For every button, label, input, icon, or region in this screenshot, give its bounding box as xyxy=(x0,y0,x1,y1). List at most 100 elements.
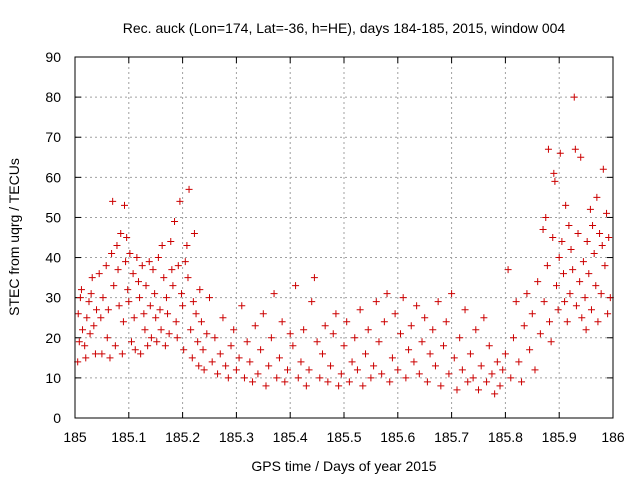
data-point xyxy=(130,314,138,322)
data-point xyxy=(292,282,300,290)
data-point xyxy=(523,290,531,298)
data-point xyxy=(281,378,289,386)
x-tick-label: 185.3 xyxy=(219,429,254,445)
data-point xyxy=(594,318,602,326)
data-point xyxy=(553,282,561,290)
data-point xyxy=(151,290,159,298)
data-point xyxy=(477,362,485,370)
data-point xyxy=(126,250,134,258)
data-point xyxy=(238,302,246,310)
y-tick-label: 90 xyxy=(45,49,61,65)
data-point xyxy=(199,346,207,354)
data-point xyxy=(194,338,202,346)
data-point xyxy=(418,338,426,346)
x-tick-label: 185.8 xyxy=(488,429,523,445)
data-point xyxy=(453,386,461,394)
data-point xyxy=(546,318,554,326)
data-point xyxy=(192,310,200,318)
data-point xyxy=(267,334,275,342)
data-point xyxy=(402,374,410,382)
data-point xyxy=(99,294,107,302)
data-point xyxy=(300,326,308,334)
data-point xyxy=(86,330,94,338)
data-point xyxy=(203,330,211,338)
data-point xyxy=(562,201,570,209)
data-point xyxy=(262,382,270,390)
data-point xyxy=(91,350,99,358)
data-point xyxy=(114,266,122,274)
y-axis-label: STEC from uqrg / TECUs xyxy=(6,158,22,316)
data-point xyxy=(140,310,148,318)
data-point xyxy=(133,254,141,262)
data-point xyxy=(509,334,517,342)
data-point xyxy=(171,217,179,225)
data-point xyxy=(518,378,526,386)
chart-title: Rec. auck (Lon=174, Lat=-36, h=HE), days… xyxy=(123,20,566,36)
data-point xyxy=(270,290,278,298)
data-point xyxy=(324,378,332,386)
data-point xyxy=(240,374,248,382)
data-point xyxy=(113,242,121,250)
data-point xyxy=(110,282,118,290)
data-point xyxy=(286,330,294,338)
data-point xyxy=(310,274,318,282)
data-point xyxy=(543,262,551,270)
data-point xyxy=(585,270,593,278)
data-point xyxy=(597,290,605,298)
data-point xyxy=(154,254,162,262)
data-point xyxy=(195,362,203,370)
data-point xyxy=(142,282,150,290)
grid xyxy=(75,57,613,418)
data-point xyxy=(431,362,439,370)
data-point xyxy=(119,318,127,326)
data-point xyxy=(106,354,114,362)
data-point xyxy=(364,326,372,334)
data-point xyxy=(480,314,488,322)
data-point xyxy=(190,229,198,237)
data-point xyxy=(246,358,254,366)
data-point xyxy=(587,306,595,314)
data-point xyxy=(76,294,84,302)
data-point xyxy=(95,270,103,278)
x-tick-label: 185.5 xyxy=(326,429,361,445)
data-point xyxy=(127,338,135,346)
data-point xyxy=(362,350,370,358)
data-point xyxy=(407,322,415,330)
data-point xyxy=(488,370,496,378)
data-point xyxy=(104,306,112,314)
data-point xyxy=(415,370,423,378)
data-point xyxy=(222,362,230,370)
data-point xyxy=(386,378,394,386)
data-point xyxy=(586,205,594,213)
data-point xyxy=(85,298,93,306)
data-point xyxy=(134,278,142,286)
x-tick-label: 186 xyxy=(601,429,625,445)
data-point xyxy=(197,318,205,326)
data-point xyxy=(351,334,359,342)
data-point xyxy=(174,262,182,270)
data-point xyxy=(356,306,364,314)
data-point xyxy=(251,322,259,330)
data-points xyxy=(74,93,614,398)
data-point xyxy=(158,242,166,250)
data-point xyxy=(335,382,343,390)
data-point xyxy=(567,246,575,254)
data-point xyxy=(111,342,119,350)
data-point xyxy=(109,197,117,205)
data-point xyxy=(102,262,110,270)
data-point xyxy=(601,262,609,270)
data-point xyxy=(605,234,613,241)
data-point xyxy=(399,294,407,302)
data-point xyxy=(254,370,262,378)
data-point xyxy=(329,330,337,338)
data-point xyxy=(540,298,548,306)
data-point xyxy=(496,382,504,390)
data-point xyxy=(169,282,177,290)
data-point xyxy=(531,366,539,374)
data-point xyxy=(367,374,375,382)
data-point xyxy=(90,322,98,330)
data-point xyxy=(208,358,216,366)
data-point xyxy=(464,378,472,386)
data-point xyxy=(97,314,105,322)
